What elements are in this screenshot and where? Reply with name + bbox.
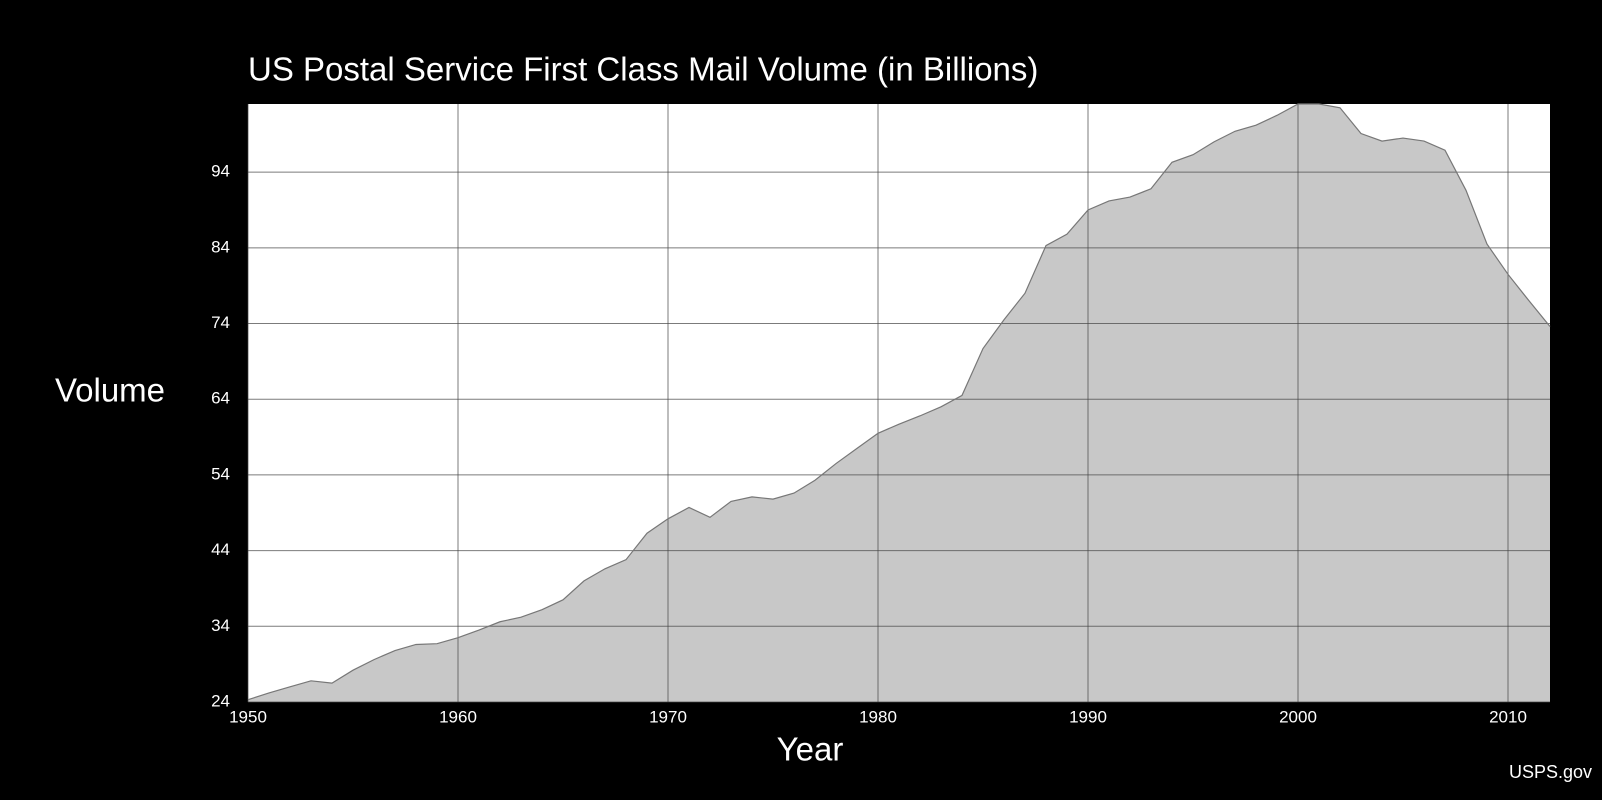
y-tick-label: 24: [211, 691, 230, 710]
y-tick-label: 54: [211, 464, 230, 483]
x-tick-label: 2010: [1489, 707, 1527, 726]
chart-title: US Postal Service First Class Mail Volum…: [248, 51, 1038, 88]
x-tick-label: 2000: [1279, 707, 1317, 726]
area-outline: [247, 103, 1551, 701]
y-tick-label: 84: [211, 237, 230, 256]
x-tick-label: 1960: [439, 707, 477, 726]
source: USPS.gov: [1509, 762, 1592, 782]
y-tick-label: 74: [211, 313, 230, 332]
x-tick-label: 1980: [859, 707, 897, 726]
y-tick-label: 64: [211, 389, 230, 408]
x-tick-label: 1970: [649, 707, 687, 726]
x-tick-label: 1950: [229, 707, 267, 726]
x-tick-label: 1990: [1069, 707, 1107, 726]
x-axis-label: Year: [777, 731, 844, 768]
y-tick-label: 94: [211, 162, 230, 181]
y-axis-label: Volume: [55, 372, 165, 409]
y-tick-label: 34: [211, 616, 230, 635]
y-tick-label: 44: [211, 540, 230, 559]
area: [248, 104, 1550, 702]
